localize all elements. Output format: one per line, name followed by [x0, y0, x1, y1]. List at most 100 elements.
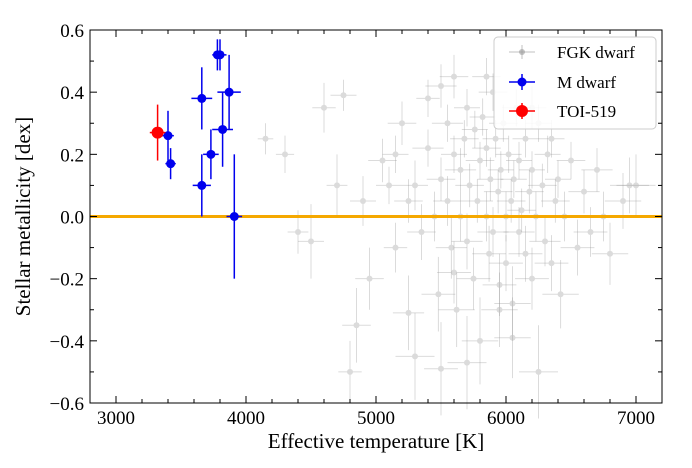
fgk-point: [477, 157, 504, 201]
fgk-point: [387, 101, 417, 146]
point-marker: [508, 197, 515, 204]
point-marker: [581, 188, 587, 195]
fgk-point: [568, 169, 600, 214]
point-marker: [425, 145, 431, 152]
fgk-point: [368, 138, 397, 183]
legend-label-fgk: FGK dwarf: [557, 43, 635, 62]
toi-519-layer: [149, 104, 166, 161]
fgk-point: [451, 213, 483, 270]
fgk-point: [515, 169, 544, 214]
legend-label-m: M dwarf: [557, 73, 616, 92]
x-axis-label: Effective temperature [K]: [268, 429, 485, 453]
fgk-point: [437, 241, 471, 304]
fgk-point: [376, 166, 402, 205]
legend: FGK dwarf M dwarf TOI-519: [493, 36, 657, 130]
y-tick-label: −0.4: [50, 332, 85, 353]
point-marker: [464, 104, 470, 111]
fgk-point: [534, 235, 569, 292]
point-marker: [620, 197, 626, 204]
point-marker: [206, 149, 216, 159]
fgk-point: [487, 151, 514, 189]
point-marker: [453, 306, 460, 313]
fgk-point: [439, 54, 469, 99]
point-marker: [412, 182, 418, 189]
y-tick-labels: −0.6 −0.4 −0.2 0.0 0.2 0.4 0.6: [50, 21, 85, 415]
fgk-point: [438, 272, 475, 348]
legend-marker-fgk: [519, 49, 525, 55]
m-dwarf-point: [162, 110, 174, 161]
point-marker: [197, 93, 207, 103]
fgk-point: [610, 157, 649, 214]
fgk-point: [494, 297, 531, 379]
m-dwarf-point: [191, 67, 213, 130]
m-dwarf-layer: [162, 39, 243, 279]
fgk-point: [495, 135, 522, 173]
point-marker: [535, 368, 542, 375]
fgk-point: [534, 135, 561, 173]
y-tick-label: 0.6: [60, 21, 84, 42]
point-marker: [405, 309, 412, 316]
x-tick-label: 7000: [617, 408, 655, 429]
m-dwarf-point: [226, 154, 243, 279]
fgk-point: [330, 79, 357, 111]
point-marker: [477, 157, 483, 164]
point-marker: [516, 157, 522, 164]
point-marker: [594, 166, 600, 173]
fgk-point: [472, 225, 506, 282]
point-marker: [464, 238, 470, 245]
fgk-point: [581, 148, 613, 192]
point-marker: [438, 176, 444, 183]
point-marker: [295, 229, 301, 236]
fgk-point: [382, 135, 409, 173]
fgk-point: [402, 160, 428, 211]
point-marker: [360, 197, 366, 204]
fgk-point: [483, 169, 513, 214]
y-axis-label: Stellar metallicity [dex]: [11, 117, 35, 316]
fgk-point: [395, 312, 435, 400]
point-marker: [516, 229, 522, 236]
point-marker: [379, 157, 386, 164]
fgk-point: [342, 287, 371, 363]
m-dwarf-point: [203, 129, 219, 180]
point-marker: [444, 120, 451, 127]
fgk-point: [465, 141, 495, 180]
point-marker: [282, 151, 288, 158]
point-marker: [451, 73, 457, 80]
point-marker: [607, 250, 613, 257]
m-dwarf-point: [217, 54, 241, 130]
legend-label-toi: TOI-519: [557, 102, 616, 121]
legend-frame: [493, 36, 657, 130]
point-marker: [435, 291, 442, 298]
point-marker: [229, 212, 239, 221]
x-tick-labels: 3000 4000 5000 6000 7000: [97, 408, 655, 429]
fgk-point: [407, 204, 436, 261]
point-marker: [197, 180, 207, 190]
fgk-point: [426, 157, 456, 201]
point-marker: [568, 157, 574, 164]
fgk-point: [472, 129, 501, 167]
point-marker: [587, 229, 594, 236]
point-marker: [392, 244, 399, 251]
point-marker: [353, 322, 360, 329]
fgk-point: [591, 222, 629, 285]
point-marker: [451, 269, 457, 276]
point-marker: [496, 281, 503, 288]
point-marker: [544, 151, 551, 158]
point-marker: [412, 353, 418, 360]
point-marker: [477, 337, 483, 344]
point-marker: [340, 92, 347, 99]
fgk-point: [454, 89, 480, 127]
m-dwarf-point: [192, 154, 211, 217]
point-marker: [308, 238, 314, 245]
point-marker: [444, 197, 451, 204]
point-marker: [347, 368, 353, 375]
point-marker: [542, 238, 548, 245]
point-marker: [386, 182, 392, 189]
y-tick-label: −0.2: [50, 270, 84, 291]
fgk-point: [455, 163, 484, 208]
point-marker: [405, 197, 412, 204]
legend-entry-m: M dwarf: [509, 73, 616, 92]
point-marker: [495, 188, 502, 195]
point-marker: [633, 182, 639, 189]
m-dwarf-point: [165, 148, 176, 180]
